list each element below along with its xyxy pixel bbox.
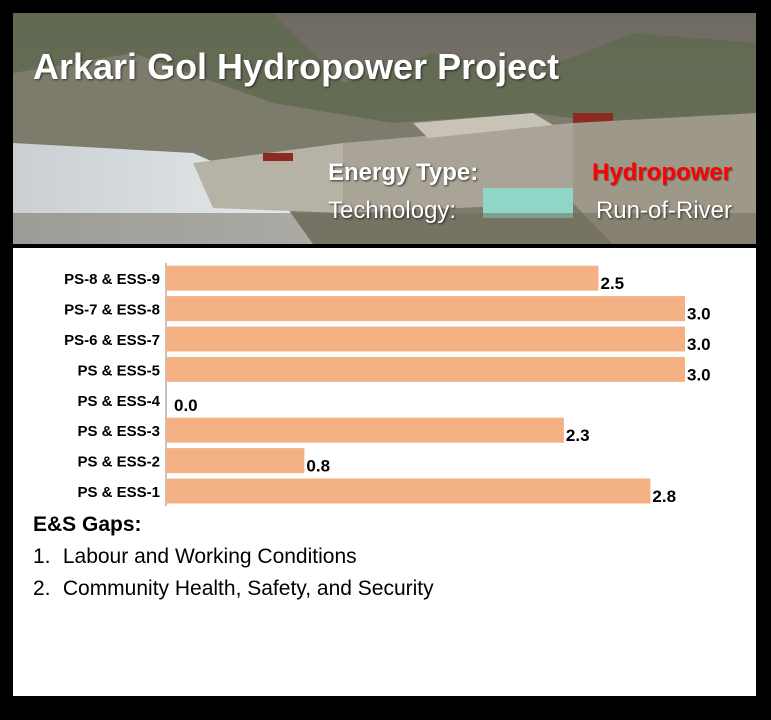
- banner-divider: [13, 244, 756, 248]
- gap-item-number: 1.: [33, 545, 51, 568]
- value-label: 2.8: [652, 487, 676, 506]
- technology-label: Technology:: [328, 197, 457, 224]
- category-label: PS-7 & ESS-8: [64, 302, 160, 319]
- energy-type-value: Hydropower: [591, 159, 732, 186]
- header-banner: Arkari Gol Hydropower Project Energy Typ…: [13, 13, 756, 244]
- gap-item: 1. Labour and Working Conditions: [33, 545, 733, 569]
- technology-value: Run-of-River: [595, 197, 732, 224]
- category-label: PS & ESS-1: [77, 484, 160, 501]
- value-label: 0.8: [306, 457, 330, 476]
- dam-photo: [13, 13, 756, 244]
- bar: [166, 296, 685, 322]
- bar: [166, 356, 685, 382]
- standards-bar-chart: PS-8 & ESS-9 2.5 PS-7 & ESS-8 3.0 PS-6 & ESS…: [64, 263, 711, 507]
- bar: [166, 478, 651, 504]
- value-label: 2.5: [601, 274, 625, 293]
- bar: [166, 326, 685, 352]
- bar: [166, 265, 599, 291]
- gap-item: 2. Community Health, Safety, and Securit…: [33, 577, 733, 601]
- gap-item-text: Community Health, Safety, and Security: [62, 577, 434, 600]
- energy-type-label: Energy Type:: [328, 159, 479, 186]
- value-label: 0.0: [174, 396, 198, 415]
- gap-item-text: Labour and Working Conditions: [62, 545, 357, 568]
- es-gaps-section: E&S Gaps: 1. Labour and Working Conditio…: [33, 513, 733, 609]
- category-label: PS & ESS-5: [77, 362, 160, 379]
- category-label: PS & ESS-2: [77, 454, 160, 471]
- es-gaps-title: E&S Gaps:: [33, 513, 142, 536]
- value-label: 2.3: [566, 426, 590, 445]
- project-title: Arkari Gol Hydropower Project: [33, 46, 560, 87]
- value-label: 3.0: [687, 305, 711, 324]
- category-label: PS & ESS-3: [77, 423, 160, 440]
- value-label: 3.0: [687, 335, 711, 354]
- value-label: 3.0: [687, 365, 711, 384]
- category-label: PS-8 & ESS-9: [64, 271, 160, 288]
- bar: [166, 448, 305, 474]
- category-label: PS & ESS-4: [77, 393, 160, 410]
- category-label: PS-6 & ESS-7: [64, 332, 160, 349]
- gap-item-number: 2.: [33, 577, 51, 600]
- bar: [166, 417, 564, 443]
- project-card: Arkari Gol Hydropower Project Energy Typ…: [13, 13, 756, 696]
